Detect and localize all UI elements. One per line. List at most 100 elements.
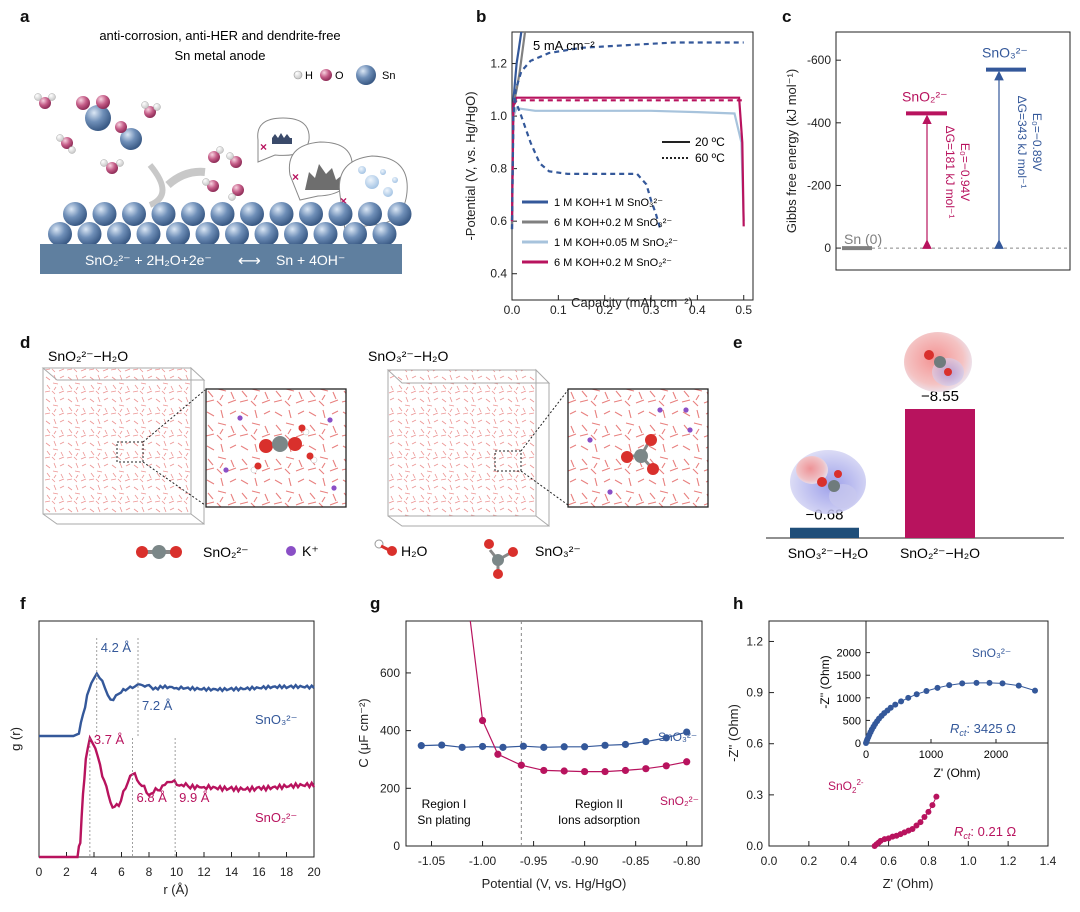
panel-b-legend: 1 M KOH+1 M SnO₃²⁻ 6 M KOH+0.2 M SnO₃²⁻ 1 … [522,197,678,269]
panel-g-frame [405,620,703,847]
bar [790,527,859,538]
panel-h-letter: h [733,594,743,613]
esp-surface-snO2 [904,332,972,392]
legend-h: H [305,70,313,82]
category-label: SnO₃²⁻−H₂O [788,545,868,561]
y-tick-label: 0.8 [490,162,507,176]
legend-k: K⁺ [302,543,319,559]
y-tick-label: -200 [807,178,831,192]
data-point [683,758,691,766]
series-label: SnO₂²⁻ [255,810,297,825]
legend-label: 6 M KOH+0.2 M SnO₂²⁻ [554,257,672,269]
data-point [519,742,527,750]
panel-f-axes: 0 2 4 6 8 10 12 14 16 18 20 [36,852,321,879]
md-box-snO2 [41,366,206,526]
inset-xlabel: Z' (Ohm) [934,766,981,780]
data-point [478,716,487,725]
series-line [510,99,744,222]
h-series-label: SnO22- [828,778,864,795]
x-tick-label: -1.05 [418,854,446,868]
series-label: SnO₂²⁻ [660,794,699,808]
series-line [469,620,499,755]
peak-label: 4.2 Å [101,640,132,655]
sn-atom [210,202,235,226]
svg-text:×: × [340,194,347,208]
sn-atom [63,202,87,226]
level-label: SnO₃²⁻ [982,45,1028,61]
x-tick-label: 2 [63,865,70,879]
data-point [601,767,609,776]
legend-o: O [335,70,344,82]
inset-point [959,680,966,687]
legend-sn: Sn [382,70,395,82]
sn-atom [166,222,190,246]
sn-atom [195,222,220,246]
panel-c: c -600 -400 -200 0 Gibbs free energy (kJ mo… [782,7,1071,271]
panel-a: a anti-corrosion, anti-HER and dendrite-… [20,7,412,274]
data-point [921,814,928,821]
style-legend-20C: 20 ºC [695,135,725,149]
data-point [913,822,920,829]
legend-label: 1 M KOH+1 M SnO₃²⁻ [554,197,663,209]
panel-d: d SnO₂²⁻−H₂O SnO₃²⁻−H₂O [20,333,709,579]
sn-atom [107,222,131,246]
panel-b-curves [510,31,745,230]
panel-b-title: 5 mA cm⁻² [533,38,595,53]
data-point [499,743,507,751]
panel-d-legend: SnO₂²⁻ K⁺ H₂O SnO₃²⁻ [136,539,581,579]
solution-molecules [34,93,244,201]
inset-point [1015,682,1022,689]
electrode-bar [40,244,402,274]
inset-point [905,694,912,701]
panel-c-ylabel: Gibbs free energy (kJ mol⁻¹) [784,69,799,233]
x-tick-label: 0.0 [504,303,521,317]
panel-g-ylabel: C (μF cm⁻²) [356,698,371,767]
x-tick-label: 16 [252,865,266,879]
style-legend-60C: 60 ºC [695,151,725,165]
x-tick-label: -0.80 [673,854,701,868]
x-tick-label: -0.90 [571,854,599,868]
level-label: Sn (0) [844,231,882,247]
y-tick-label: 1.2 [490,57,507,71]
x-tick-label: 6 [118,865,125,879]
y-tick-label: 0.4 [490,267,507,281]
panel-b-axes: 0.0 0.1 0.2 0.3 0.4 0.5 0.4 0.6 0.8 1.0 1.2 [490,57,752,317]
inset-frame [865,620,1049,744]
series-line [497,753,687,773]
panel-b-ylabel: -Potential (V, vs. Hg/HgO) [463,91,478,240]
x-tick-label: -1.00 [469,854,497,868]
peak-label: 6.8 Å [137,790,168,805]
legend-h2o: H₂O [401,543,428,559]
sn-electrode-atoms [48,202,412,246]
series-line [513,97,662,230]
sn-atom [284,222,308,246]
panel-f-ylabel: g (r) [8,727,23,751]
y-tick-label: 1.0 [490,109,507,123]
x-tick-label: 0.4 [840,854,857,868]
inset-x-tick-label: 2000 [984,749,1008,761]
legend-label: 1 M KOH+0.05 M SnO₂²⁻ [554,237,678,249]
legend-sno3: SnO₃²⁻ [535,543,581,559]
data-point [581,743,589,751]
legend-sno2: SnO₂²⁻ [203,544,249,560]
inset-rct-label: Rct: 3425 Ω [950,721,1016,738]
data-point [683,728,691,736]
panel-f: f 0 2 4 6 8 10 12 14 16 18 20 SnO₃²⁻ SnO₂²⁻ 4.2 Å 7.2… [8,594,321,897]
y-tick-label: -400 [807,116,831,130]
panel-b-xlabel: Capacity (mAh cm⁻²) [571,295,693,310]
panel-a-title: anti-corrosion, anti-HER and dendrite-fr… [99,28,340,43]
inset-y-tick-label: 2000 [837,648,861,660]
sn-atom [269,202,294,226]
sn-atom [122,202,146,226]
inset-point [892,701,899,708]
data-point [417,742,425,750]
inset-ylabel: -Z'' (Ohm) [818,655,832,708]
panel-b-letter: b [476,7,486,26]
inset-series-label: SnO₃²⁻ [972,646,1011,660]
sn-atom [136,222,161,246]
delta-g-label: ΔG=343 kJ mol⁻¹ [1015,96,1029,189]
process-arrow [147,163,166,208]
md-box-snO3 [386,368,569,528]
